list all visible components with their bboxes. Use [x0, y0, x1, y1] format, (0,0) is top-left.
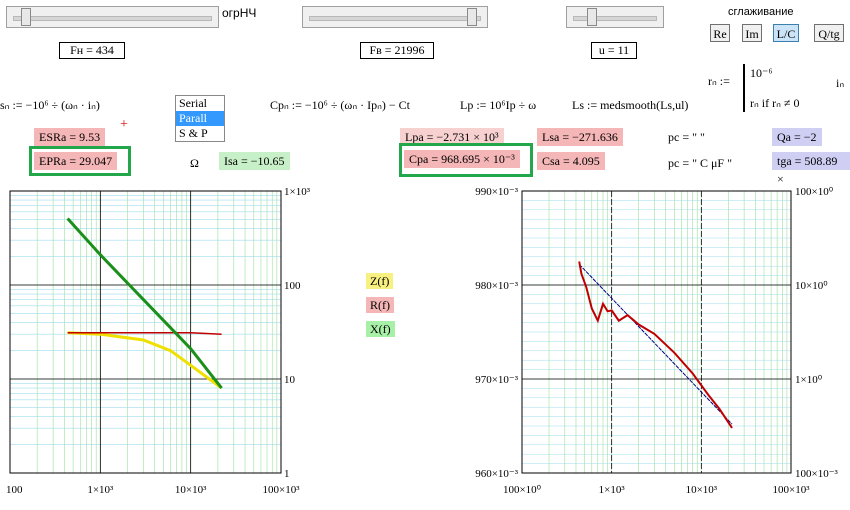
u-readout: u = 11: [591, 42, 637, 59]
series-z-line: [67, 331, 223, 390]
series-r-line: [67, 332, 222, 335]
y-tick-label: 970×10⁻³: [475, 374, 519, 386]
fv-slider-thumb[interactable]: [466, 8, 477, 26]
ls-formula: Ls := medsmooth(Ls,ul): [572, 98, 689, 112]
lsa-value: Lsa = −271.636: [537, 128, 623, 146]
qtg-button[interactable]: Q/tg: [814, 24, 844, 42]
cpa-value: Cpa = 968.695 × 10⁻³: [404, 150, 520, 168]
im-button[interactable]: Im: [742, 24, 762, 42]
lp-formula: Lp := 10⁶Ip ÷ ω: [460, 98, 537, 112]
y-tick-label: 990×10⁻³: [475, 186, 519, 198]
u-slider[interactable]: [566, 6, 664, 28]
legend-r: R(f): [366, 297, 394, 313]
smoothing-title: сглаживание: [728, 6, 794, 18]
y-tick-label: 1: [284, 468, 290, 480]
u-slider-thumb[interactable]: [587, 8, 597, 26]
fn-readout: Fн = 434: [59, 42, 125, 59]
cpn-formula: Cpₙ := −10⁶ ÷ (ωₙ · Ipₙ) − Ct: [270, 98, 410, 112]
lc-button[interactable]: L/C: [773, 24, 799, 42]
csa-value: Csa = 4.095: [537, 152, 605, 170]
x-tick-label: 100: [6, 484, 23, 496]
fv-readout: Fв = 21996: [360, 42, 434, 59]
y-tick-label: 960×10⁻³: [475, 468, 519, 480]
rn-i: iₙ: [836, 76, 845, 90]
x-tick-label: 100×10³: [772, 484, 810, 496]
x-tick-label: 1×10³: [599, 484, 626, 496]
y2-tick-label: 10×10⁰: [795, 280, 828, 292]
rn-top: 10⁻⁶: [750, 66, 773, 80]
series-fit-line: [578, 263, 733, 425]
re-button[interactable]: Re: [710, 24, 730, 42]
fn-slider-thumb[interactable]: [20, 8, 31, 26]
sn-formula: sₙ := −10⁶ ÷ (ωₙ · iₙ): [0, 98, 100, 112]
cpa-highlight: [399, 143, 533, 177]
y-tick-label: 100: [284, 280, 301, 292]
pc-line-1: pc = " ": [668, 130, 705, 144]
epra-value: EPRa = 29.047: [34, 152, 118, 170]
capacitance-chart[interactable]: 100×10⁰ 1×10³ 10×10³ 100×10³ 960×10⁻³ 970×10⁻…: [460, 185, 850, 505]
isa-value: Isa = −10.65: [219, 152, 290, 170]
y2-tick-label: 100×10⁻³: [795, 468, 839, 480]
listbox-option-parall[interactable]: Parall: [176, 111, 224, 126]
rn-bottom: rₙ if rₙ ≠ 0: [750, 96, 800, 110]
series-r-line: [578, 261, 733, 429]
plot-frame: [9, 190, 282, 474]
rn-brace: [743, 64, 745, 112]
listbox-option-sp[interactable]: S & P: [179, 126, 208, 140]
epra-highlight: [29, 146, 131, 176]
legend-z: Z(f): [366, 273, 394, 289]
omega-unit: Ω: [190, 156, 199, 170]
impedance-chart[interactable]: 100 1×10³ 10×10³ 100×10³ 1 10 100 1×10³: [0, 185, 320, 505]
listbox-option-serial[interactable]: Serial: [179, 96, 207, 110]
pc-line-2: pc = " C μF ": [668, 156, 733, 170]
fn-slider[interactable]: [6, 6, 219, 28]
y-tick-label: 1×10³: [284, 186, 311, 198]
rn-lhs: rₙ :=: [708, 74, 730, 88]
x-tick-label: 100×10⁰: [503, 484, 542, 496]
series-x-line: [66, 217, 223, 390]
fv-slider[interactable]: [302, 6, 488, 28]
x-tick-label: 10×10³: [686, 484, 718, 496]
y-tick-label: 980×10⁻³: [475, 280, 519, 292]
x-tick-label: 100×10³: [262, 484, 300, 496]
qa-value: Qa = −2: [772, 128, 822, 146]
cross-marker: +: [120, 117, 128, 132]
lpa-value: Lpa = −2.731 × 10³: [400, 128, 504, 146]
y-tick-label: 10: [284, 374, 296, 386]
tga-value: tga = 508.89 ×: [772, 152, 850, 186]
x-tick-label: 10×10³: [175, 484, 207, 496]
esra-value: ESRa = 9.53: [34, 128, 106, 146]
plot-frame: [521, 190, 792, 474]
legend-x: X(f): [366, 321, 395, 337]
fn-slider-label: огрНЧ: [222, 6, 257, 20]
y2-tick-label: 100×10⁰: [795, 186, 834, 198]
x-tick-label: 1×10³: [87, 484, 114, 496]
mode-listbox[interactable]: Serial Parall S & P: [175, 95, 225, 142]
y2-tick-label: 1×10⁰: [795, 374, 823, 386]
